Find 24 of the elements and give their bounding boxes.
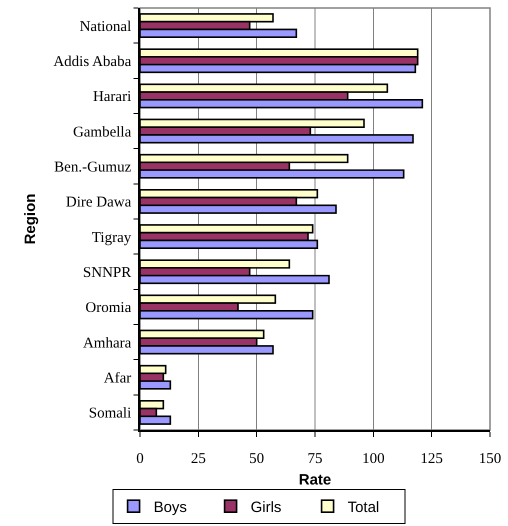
x-tick-label: 100 — [362, 450, 385, 467]
x-tick-label: 25 — [190, 450, 206, 467]
y-tick-label: Afar — [104, 370, 132, 386]
x-axis-title: Rate — [298, 471, 332, 488]
y-tick-label: SNNPR — [82, 265, 132, 281]
y-tick-label: Addis Ababa — [53, 54, 132, 70]
y-tick-label: Gambella — [72, 124, 132, 140]
x-tick-label: 50 — [249, 450, 264, 467]
legend-label: Total — [348, 498, 380, 516]
x-tick-label: 150 — [478, 450, 502, 467]
y-tick-label: Oromia — [85, 300, 132, 316]
x-tick-label: 0 — [136, 450, 144, 467]
y-tick-label: National — [80, 18, 132, 35]
x-tick-label: 125 — [420, 450, 443, 467]
legend-label: Boys — [154, 498, 187, 516]
x-tick-label: 75 — [308, 450, 322, 467]
y-tick-label: Dire Dawa — [66, 194, 132, 211]
y-axis-title: Region — [22, 194, 40, 244]
legend-label: Girls — [250, 498, 282, 516]
y-tick-label: Somali — [88, 406, 132, 422]
y-tick-label: Tigray — [92, 230, 132, 246]
y-tick-label: Ben.-Gumuz — [54, 160, 132, 176]
y-tick-label: Harari — [92, 89, 132, 106]
y-tick-label: Amhara — [82, 335, 132, 352]
